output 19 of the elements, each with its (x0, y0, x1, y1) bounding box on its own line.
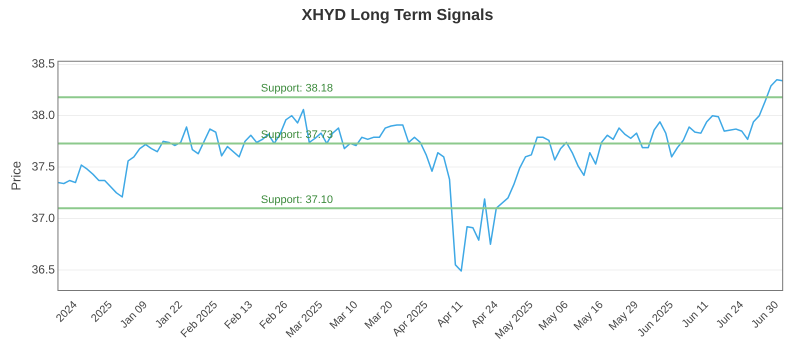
ref-line-label: Support: 38.18 (260, 82, 334, 95)
y-axis-title: Price (8, 161, 24, 191)
chart-title: XHYD Long Term Signals (302, 7, 494, 24)
x-tick-label: Jan 09 (118, 298, 150, 331)
y-tick-label: 38.0 (32, 108, 56, 122)
y-tick-label: 37.5 (32, 159, 56, 174)
x-tick-label: May 06 (536, 298, 571, 333)
x-tick-label: Feb 13 (222, 298, 256, 332)
y-tick-label: 37.0 (32, 210, 56, 225)
x-tick-label: Mar 10 (328, 298, 360, 332)
y-tick-label: 36.5 (32, 262, 56, 276)
x-tick-label: Jun 11 (680, 298, 711, 330)
x-tick-label: Jun 30 (749, 298, 782, 331)
y-tick-label: 38.5 (32, 56, 56, 71)
x-tick-label: Apr 11 (434, 298, 466, 330)
x-tick-label: Jun 24 (714, 298, 746, 331)
x-tick-label: May 16 (572, 298, 606, 333)
ref-line-label: Support: 37.10 (260, 194, 334, 206)
x-tick-label: Feb 26 (257, 298, 290, 332)
